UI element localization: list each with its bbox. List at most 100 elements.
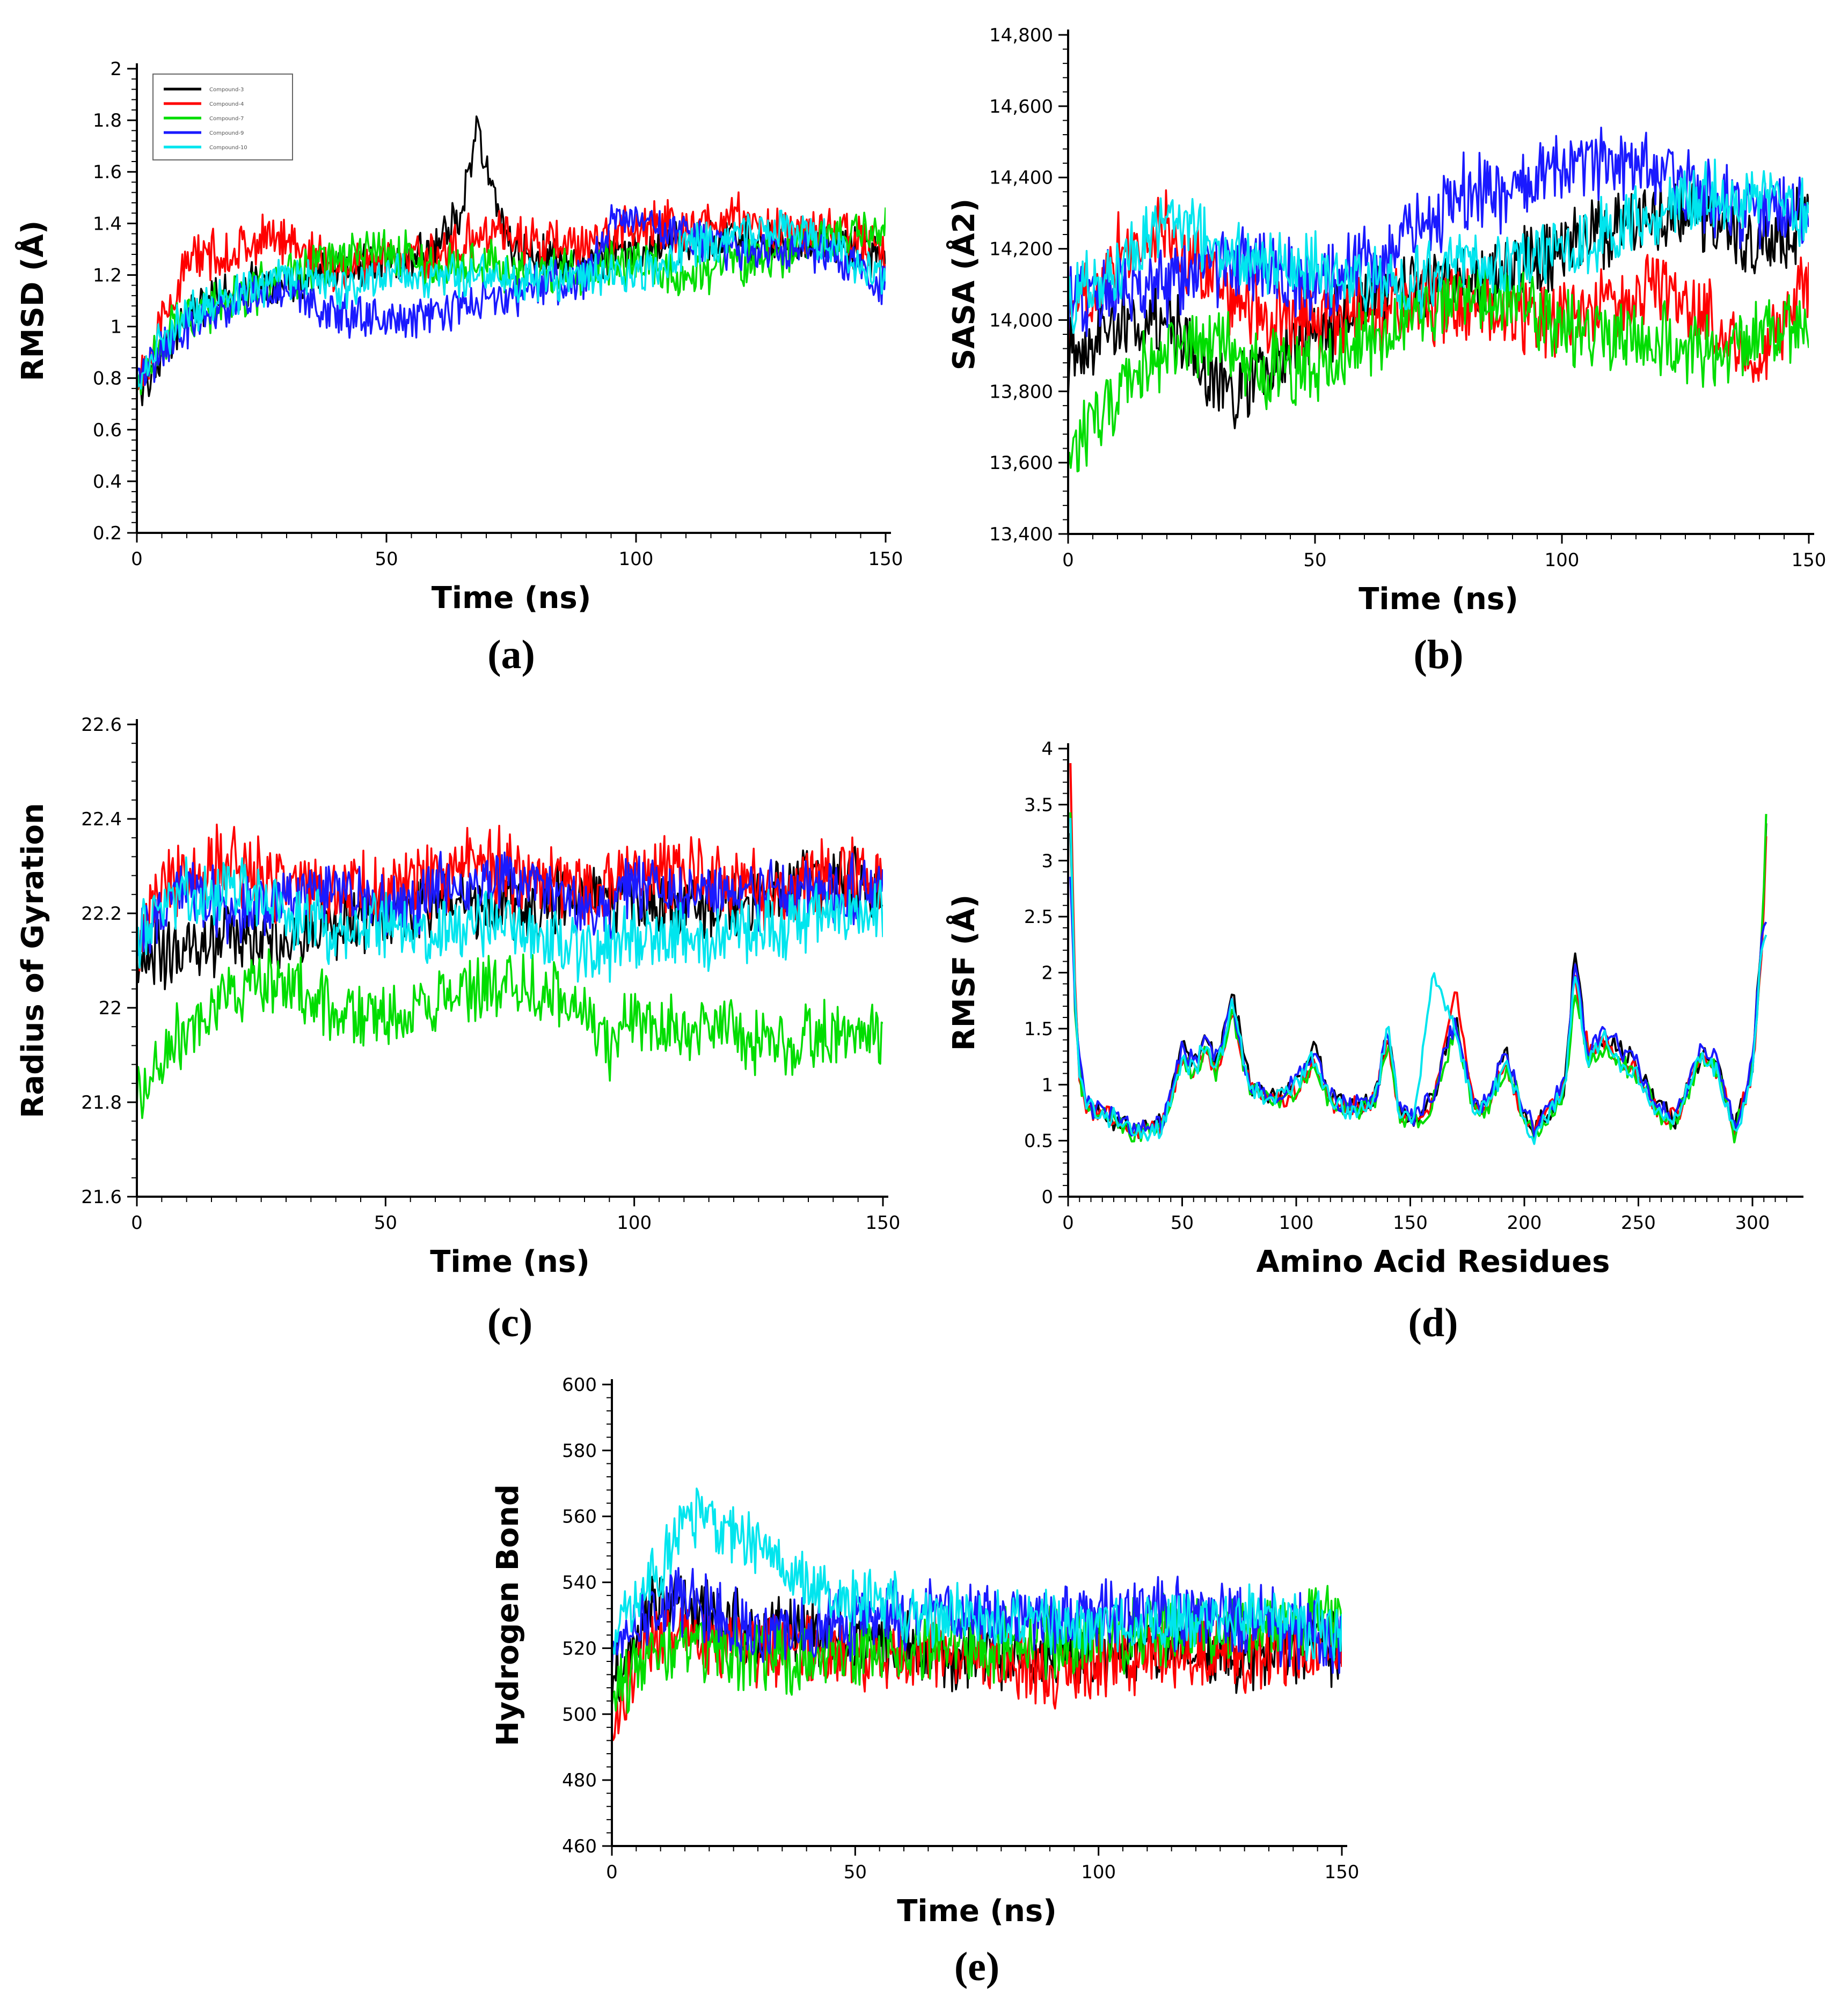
- y-axis-title-c: Radius of Gyration: [16, 803, 50, 1118]
- y-tick-label-a: 0.6: [93, 420, 122, 441]
- y-axis-title-b: SASA (Å2): [946, 199, 982, 370]
- y-tick-label-d: 2: [1041, 963, 1053, 984]
- y-tick-label-b: 14,000: [989, 310, 1053, 331]
- series-line-a-compound-4: [137, 191, 886, 390]
- chart-panel-a: 0.2 0.4 0.6 0.8 1 1.2 1.4 1.6 1.8 2 0 50 100 150 Time …: [15, 58, 903, 677]
- x-tick-label-c: 100: [617, 1212, 652, 1234]
- y-tick-label-d: 4: [1041, 738, 1053, 760]
- x-tick-label-e: 150: [1325, 1862, 1360, 1883]
- y-tick-label-d: 1: [1041, 1074, 1053, 1096]
- y-tick-label-a: 0.2: [93, 523, 122, 544]
- x-tick-label-a: 100: [619, 548, 654, 570]
- y-tick-label-a: 1: [110, 317, 122, 338]
- y-tick-label-a: 0.8: [93, 368, 122, 390]
- y-tick-label-e: 580: [562, 1440, 597, 1462]
- y-tick-label-a: 0.4: [93, 471, 122, 493]
- series-line-e-compound-10: [612, 1488, 1342, 1662]
- y-tick-label-a: 1.2: [93, 265, 122, 286]
- x-axis-title-a: Time (ns): [432, 581, 591, 616]
- y-axis-title-a: RMSD (Å): [15, 221, 50, 382]
- y-tick-label-b: 13,400: [989, 524, 1053, 545]
- plot-area-a: [137, 115, 886, 406]
- y-tick-label-c: 21.6: [81, 1186, 122, 1208]
- y-tick-label-d: 0.5: [1024, 1131, 1053, 1152]
- x-tick-label-d: 300: [1735, 1212, 1770, 1234]
- x-tick-label-d: 50: [1171, 1212, 1194, 1234]
- plot-area-c: [137, 823, 883, 1119]
- y-tick-label-d: 0: [1041, 1186, 1053, 1208]
- x-axis-title-b: Time (ns): [1358, 582, 1518, 617]
- series-line-d-compound-7: [1069, 812, 1767, 1144]
- series-line-c-compound-4: [137, 823, 883, 972]
- series-line-d-compound-10: [1069, 818, 1767, 1145]
- series-line-b-compound-10: [1068, 158, 1809, 334]
- x-axis-title-c: Time (ns): [430, 1244, 590, 1279]
- y-tick-label-e: 480: [562, 1770, 597, 1791]
- x-tick-label-d: 150: [1393, 1212, 1428, 1234]
- legend-label-compound-10: Compound-10: [209, 145, 247, 151]
- y-tick-label-e: 500: [562, 1704, 597, 1725]
- y-tick-label-c: 22.2: [81, 903, 122, 925]
- panel-label-c: (c): [487, 1300, 532, 1345]
- y-tick-label-d: 1.5: [1024, 1019, 1053, 1040]
- y-tick-label-a: 1.6: [93, 162, 122, 183]
- y-tick-label-d: 3: [1041, 851, 1053, 872]
- x-tick-label-a: 0: [131, 548, 143, 570]
- y-tick-label-e: 520: [562, 1638, 597, 1659]
- plot-area-e: [612, 1488, 1342, 1741]
- legend-label-compound-9: Compound-9: [209, 130, 244, 136]
- y-tick-label-e: 540: [562, 1572, 597, 1594]
- plot-area-b: [1068, 127, 1809, 473]
- y-tick-label-d: 3.5: [1024, 794, 1053, 816]
- series-line-b-compound-9: [1068, 127, 1809, 340]
- panel-label-e: (e): [954, 1944, 999, 1989]
- y-tick-label-b: 13,600: [989, 452, 1053, 474]
- legend-label-compound-4: Compound-4: [209, 101, 244, 107]
- plot-area-d: [1069, 763, 1767, 1145]
- x-axis-title-d: Amino Acid Residues: [1257, 1244, 1610, 1279]
- series-line-a-compound-9: [137, 204, 886, 389]
- panel-label-b: (b): [1414, 632, 1464, 677]
- y-axis-title-d: RMSF (Å): [946, 895, 982, 1051]
- y-tick-label-c: 22.4: [81, 809, 122, 830]
- x-tick-label-b: 100: [1545, 550, 1580, 571]
- series-line-a-compound-10: [137, 209, 886, 390]
- x-tick-label-a: 150: [868, 548, 903, 570]
- panel-label-a: (a): [487, 632, 535, 677]
- y-tick-label-c: 22: [99, 998, 122, 1019]
- series-line-d-compound-9: [1069, 876, 1767, 1138]
- chart-panel-d: 0 0.5 1 1.5 2 2.5 3 3.5 4 0 50 100 150 200 250 300 Amino…: [946, 738, 1803, 1345]
- x-tick-label-b: 150: [1792, 550, 1827, 571]
- series-line-b-compound-7: [1068, 268, 1809, 473]
- series-line-c-compound-7: [137, 948, 883, 1119]
- x-tick-label-a: 50: [375, 548, 398, 570]
- x-tick-label-d: 250: [1621, 1212, 1656, 1234]
- y-tick-label-b: 14,400: [989, 167, 1053, 189]
- y-axis-title-e: Hydrogen Bond: [491, 1484, 525, 1746]
- x-tick-label-d: 200: [1507, 1212, 1542, 1234]
- y-tick-label-b: 14,600: [989, 96, 1053, 118]
- y-tick-label-e: 460: [562, 1836, 597, 1857]
- series-line-c-compound-9: [137, 851, 883, 956]
- x-tick-label-c: 50: [374, 1212, 397, 1234]
- legend-label-compound-3: Compound-3: [209, 87, 244, 93]
- y-tick-label-b: 14,800: [989, 25, 1053, 46]
- x-tick-label-b: 50: [1303, 550, 1326, 571]
- y-tick-label-c: 22.6: [81, 714, 122, 736]
- x-tick-label-d: 100: [1279, 1212, 1314, 1234]
- x-tick-label-c: 150: [866, 1212, 901, 1234]
- x-tick-label-e: 0: [606, 1862, 618, 1883]
- y-tick-label-a: 1.8: [93, 110, 122, 131]
- y-tick-label-a: 2: [110, 58, 122, 80]
- y-tick-label-b: 14,200: [989, 239, 1053, 260]
- y-tick-label-e: 560: [562, 1506, 597, 1528]
- y-tick-label-c: 21.8: [81, 1092, 122, 1114]
- x-tick-label-e: 100: [1081, 1862, 1116, 1883]
- x-tick-label-c: 0: [131, 1212, 143, 1234]
- y-tick-label-e: 600: [562, 1374, 597, 1396]
- x-tick-label-e: 50: [844, 1862, 867, 1883]
- legend-label-compound-7: Compound-7: [209, 116, 244, 122]
- panel-label-d: (d): [1408, 1300, 1458, 1345]
- y-tick-label-d: 2.5: [1024, 906, 1053, 928]
